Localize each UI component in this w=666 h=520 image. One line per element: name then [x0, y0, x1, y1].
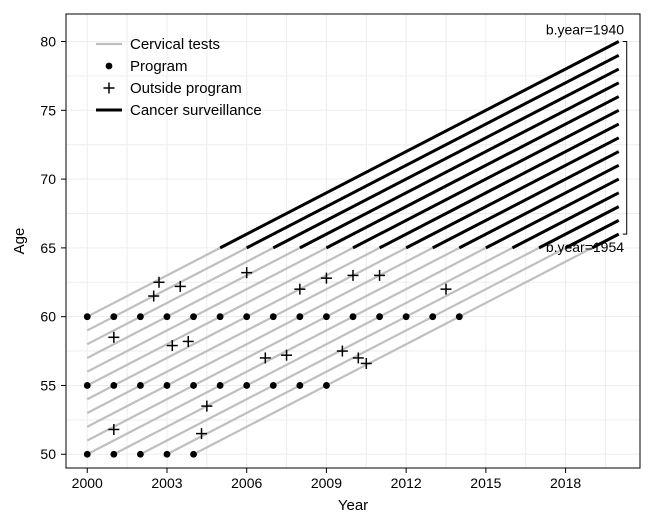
svg-text:b.year=1940: b.year=1940: [546, 22, 624, 38]
svg-text:2012: 2012: [391, 475, 422, 491]
svg-text:Cancer surveillance: Cancer surveillance: [130, 102, 262, 119]
svg-text:Cervical tests: Cervical tests: [130, 36, 220, 53]
svg-text:60: 60: [40, 309, 56, 325]
svg-text:2000: 2000: [72, 475, 103, 491]
x-axis-label: Year: [338, 497, 368, 514]
svg-text:2006: 2006: [231, 475, 262, 491]
svg-text:70: 70: [40, 171, 56, 187]
svg-text:2009: 2009: [311, 475, 342, 491]
svg-text:65: 65: [40, 240, 56, 256]
svg-text:Program: Program: [130, 58, 188, 75]
lexis-chart: b.year=1940 b.year=1954 2000 2003 2006 2009 20…: [0, 0, 666, 520]
svg-text:b.year=1954: b.year=1954: [546, 239, 624, 255]
y-axis-label: Age: [11, 228, 28, 255]
svg-text:2015: 2015: [470, 475, 501, 491]
legend: Cervical tests Program Outside program Canc…: [96, 36, 262, 119]
svg-text:Outside program: Outside program: [130, 80, 242, 97]
svg-text:80: 80: [40, 34, 56, 50]
svg-text:2018: 2018: [550, 475, 581, 491]
svg-text:75: 75: [40, 102, 56, 118]
svg-text:2003: 2003: [151, 475, 182, 491]
svg-text:55: 55: [40, 377, 56, 393]
svg-text:50: 50: [40, 446, 56, 462]
